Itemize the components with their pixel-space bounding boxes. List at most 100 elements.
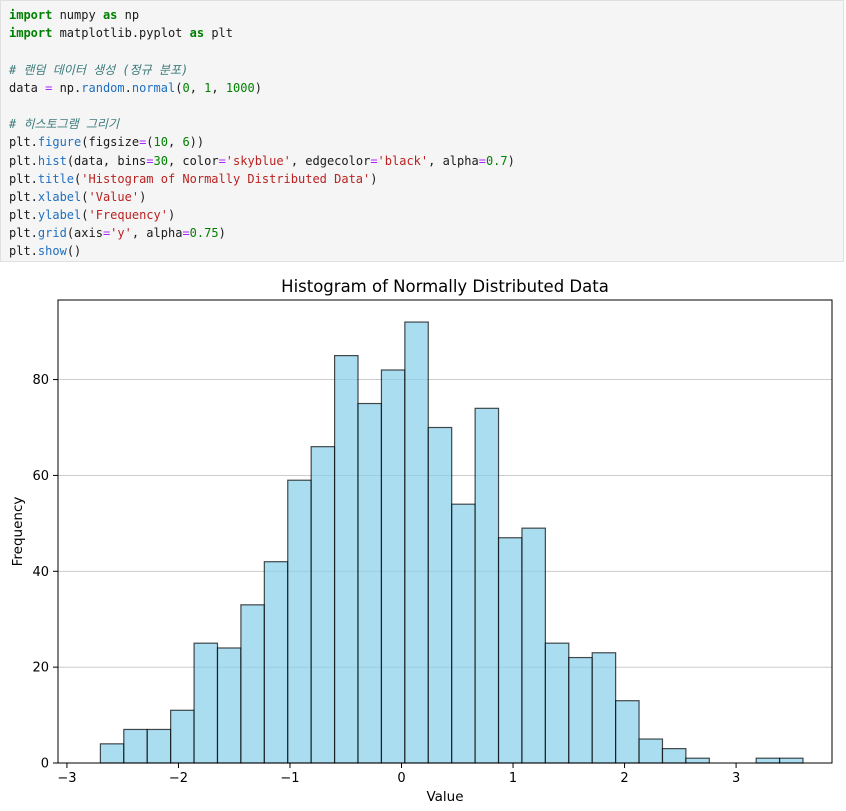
code-line	[9, 42, 835, 60]
x-tick-label: 1	[509, 771, 517, 786]
code-token: # 히스토그램 그리기	[9, 117, 119, 132]
code-token: np	[117, 8, 140, 22]
y-tick-label: 0	[41, 757, 49, 772]
code-token: 'y'	[110, 226, 132, 241]
code-line: plt.show()	[9, 242, 835, 260]
code-token: 30	[153, 153, 168, 168]
code-token: 0.75	[189, 226, 219, 241]
histogram-bar	[216, 647, 242, 764]
code-token: =	[146, 153, 154, 168]
histogram-bar	[427, 426, 453, 764]
histogram-bar	[661, 748, 687, 764]
code-token: 6	[182, 135, 190, 150]
axes-frame	[57, 299, 833, 764]
code-token: 'Histogram of Normally Distributed Data'	[81, 171, 371, 186]
code-token: )	[507, 153, 515, 168]
code-token: =	[218, 153, 226, 168]
code-token: ()	[66, 244, 82, 259]
code-token: 'Value'	[88, 189, 140, 204]
code-token: =	[102, 226, 111, 241]
chart-title: Histogram of Normally Distributed Data	[281, 277, 609, 296]
code-token: figure	[37, 135, 82, 150]
code-token: ylabel	[37, 208, 82, 223]
code-token: )	[218, 226, 226, 241]
code-token: as	[189, 26, 205, 41]
code-token: xlabel	[37, 189, 82, 204]
code-token: (	[81, 208, 89, 223]
code-token: (data, bins	[66, 153, 147, 168]
histogram-bar	[310, 446, 336, 764]
code-token: # 랜덤 데이터 생성 (정규 분포)	[9, 62, 189, 77]
x-tick-label: −3	[57, 771, 76, 786]
histogram-bar	[497, 537, 523, 764]
histogram-bar	[755, 757, 781, 764]
code-token: 1000	[225, 80, 255, 95]
x-tick-label: −2	[169, 771, 188, 786]
code-token: plt.	[9, 189, 38, 204]
code-cell[interactable]: import numpy as np import matplotlib.pypl…	[0, 0, 844, 262]
code-token: numpy	[52, 8, 103, 22]
code-editor[interactable]: import numpy as np import matplotlib.pypl…	[9, 6, 835, 261]
code-token: 1	[204, 80, 212, 95]
histogram-bar	[240, 604, 265, 764]
code-line: data = np.random.normal(0, 1, 1000)	[9, 79, 835, 97]
histogram-chart: −3 −2 −1 0 1 2 3 0 20 40 60 80 Histogram of Normall…	[10, 277, 833, 805]
code-token: ,	[167, 135, 183, 150]
y-tick-label: 60	[32, 469, 49, 484]
code-token: grid	[37, 226, 67, 241]
histogram-bar	[685, 757, 710, 764]
histogram-bar	[638, 738, 664, 764]
code-token: , alpha	[428, 153, 479, 168]
x-axis-label: Value	[426, 789, 463, 805]
histogram-bar	[263, 561, 289, 764]
code-token: 10	[153, 135, 168, 150]
code-line: # 히스토그램 그리기	[9, 115, 835, 133]
histogram-bar	[474, 407, 500, 764]
plot-output: −3 −2 −1 0 1 2 3 0 20 40 60 80 Histogram of Normall…	[0, 266, 846, 807]
code-token: plt.	[9, 171, 38, 186]
code-token: plt.	[9, 208, 38, 223]
code-token: np.	[52, 80, 82, 95]
code-line: plt.title('Histogram of Normally Distrib…	[9, 170, 835, 188]
code-token: 'black'	[377, 153, 429, 168]
code-token: show	[37, 244, 67, 259]
code-line: plt.ylabel('Frequency')	[9, 206, 835, 224]
code-token: ,	[189, 80, 205, 95]
code-token: plt.	[9, 135, 38, 150]
histogram-bar	[357, 402, 383, 764]
code-token: plt	[204, 26, 233, 41]
histogram-bar	[521, 527, 546, 764]
y-tick-label: 80	[32, 373, 49, 388]
code-token: )	[167, 208, 176, 223]
code-token: as	[102, 8, 118, 22]
histogram-bar	[591, 652, 617, 764]
x-tick-label: −1	[280, 771, 299, 786]
code-token: random	[81, 80, 125, 95]
code-token: matplotlib.pyplot	[52, 26, 190, 41]
histogram-bar	[146, 728, 172, 764]
code-token: (	[146, 135, 154, 150]
code-token: =	[139, 135, 147, 150]
code-token: =	[370, 153, 378, 168]
code-token: (figsize	[81, 135, 140, 150]
code-token: plt.	[9, 153, 38, 168]
code-token: =	[182, 226, 190, 241]
code-token: , color	[167, 153, 219, 168]
code-token: (	[74, 171, 82, 186]
code-token: 'Frequency'	[88, 208, 168, 223]
histogram-bar	[333, 354, 359, 764]
code-token: data	[9, 80, 46, 95]
histogram-bar	[287, 479, 312, 764]
x-tick-label: 0	[397, 771, 405, 786]
code-token: import	[9, 26, 53, 41]
code-token: , edgecolor	[290, 153, 371, 168]
histogram-bar	[544, 642, 570, 764]
code-line: import numpy as np	[9, 6, 835, 24]
code-line: plt.figure(figsize=(10, 6))	[9, 133, 835, 151]
code-line: plt.xlabel('Value')	[9, 188, 835, 206]
y-tick-label: 40	[32, 565, 49, 580]
y-tick-label: 20	[32, 661, 49, 676]
code-line: # 랜덤 데이터 생성 (정규 분포)	[9, 61, 835, 79]
histogram-bar	[568, 656, 593, 764]
code-token: .	[124, 80, 132, 95]
